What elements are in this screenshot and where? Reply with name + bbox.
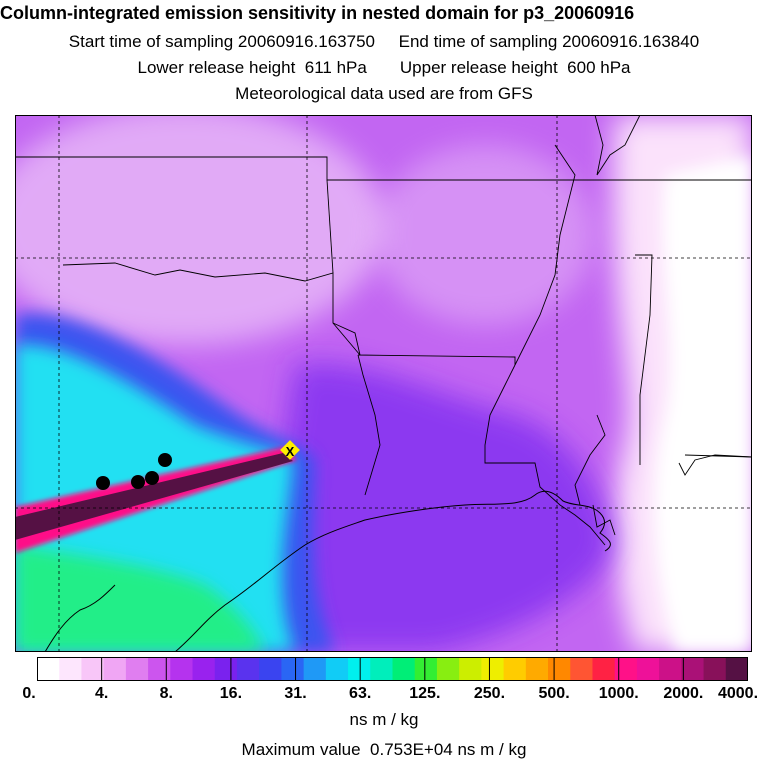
political-boundaries: [15, 115, 752, 546]
light-field-north: [375, 145, 595, 325]
colorbar-cell: [570, 657, 593, 681]
colorbar-tick-label: 0.: [22, 685, 36, 702]
colorbar-cell: [392, 657, 416, 681]
colorbar-cell: [725, 657, 748, 681]
maximum-value-label: Maximum value 0.753E+04 ns m / kg: [241, 740, 527, 759]
colorbar-cell: [548, 657, 571, 681]
colorbar-tick-label: 4000.: [717, 685, 759, 702]
light-field-northwest: [15, 115, 385, 345]
colorbar-units: ns m / kg: [349, 710, 419, 729]
colorbar-tick-label: 2000.: [663, 685, 704, 702]
receptor-dot: [131, 475, 145, 489]
colorbar-cell: [103, 657, 127, 681]
colorbar-cell: [281, 657, 305, 681]
colorbar-cell: [636, 657, 660, 681]
release-height-line: Lower release height 611 hPa Upper relea…: [137, 58, 631, 77]
colorbar-tick-label: 63.: [349, 685, 372, 702]
colorbar-cell: [148, 657, 171, 681]
colorbar-cell: [370, 657, 393, 681]
colorbar-cell: [436, 657, 460, 681]
colorbar-cell: [503, 657, 527, 681]
map-frame: [15, 115, 752, 652]
colorbar-cell: [259, 657, 282, 681]
colorbar-tick-label: 4.: [94, 685, 109, 702]
colorbar-cell: [592, 657, 616, 681]
colorbar-cell: [459, 657, 482, 681]
release-location-label: X: [286, 444, 295, 459]
gulf-coastline: [44, 490, 611, 652]
colorbar: [37, 657, 748, 681]
receptor-dot: [96, 476, 110, 490]
colorbar-cell: [37, 657, 60, 681]
colorbar-cell: [325, 657, 349, 681]
white-field-east: [654, 155, 752, 652]
colorbar-tick-label: 8.: [159, 685, 173, 702]
colorbar-tick-label: 500.: [538, 685, 570, 702]
met-data-line: Meteorological data used are from GFS: [235, 84, 533, 103]
colorbar-tick-label: 125.: [409, 685, 441, 702]
plume-core: [15, 453, 293, 540]
colorbar-cell: [192, 657, 216, 681]
colorbar-cell: [348, 657, 371, 681]
graticule: [15, 115, 752, 652]
release-point-marker: [280, 440, 300, 460]
colorbar-tick-label: 31.: [284, 685, 307, 702]
receptor-dot: [145, 471, 159, 485]
colorbar-cell: [236, 657, 260, 681]
colorbar-cell: [59, 657, 82, 681]
receptor-dot: [158, 453, 172, 467]
colorbar-cell: [659, 657, 682, 681]
sampling-time-line: Start time of sampling 20060916.163750 E…: [68, 32, 700, 51]
colorbar-tick-label: 16.: [219, 685, 243, 702]
colorbar-cell: [125, 657, 149, 681]
colorbar-cell: [303, 657, 327, 681]
sensitivity-map: X: [15, 115, 752, 652]
colorbar-cell: [81, 657, 105, 681]
colorbar-cell: [703, 657, 727, 681]
colorbar-cell: [170, 657, 194, 681]
colorbar-cell: [614, 657, 638, 681]
colorbar-cell: [525, 657, 549, 681]
colorbar-cell: [681, 657, 705, 681]
colorbar-cell: [414, 657, 438, 681]
colorbar-cell: [481, 657, 505, 681]
colorbar-tick-label: 1000.: [598, 685, 639, 702]
figure-title: Column-integrated emission sensitivity i…: [0, 3, 635, 23]
colorbar-tick-label: 250.: [473, 685, 506, 702]
colorbar-cell: [214, 657, 238, 681]
